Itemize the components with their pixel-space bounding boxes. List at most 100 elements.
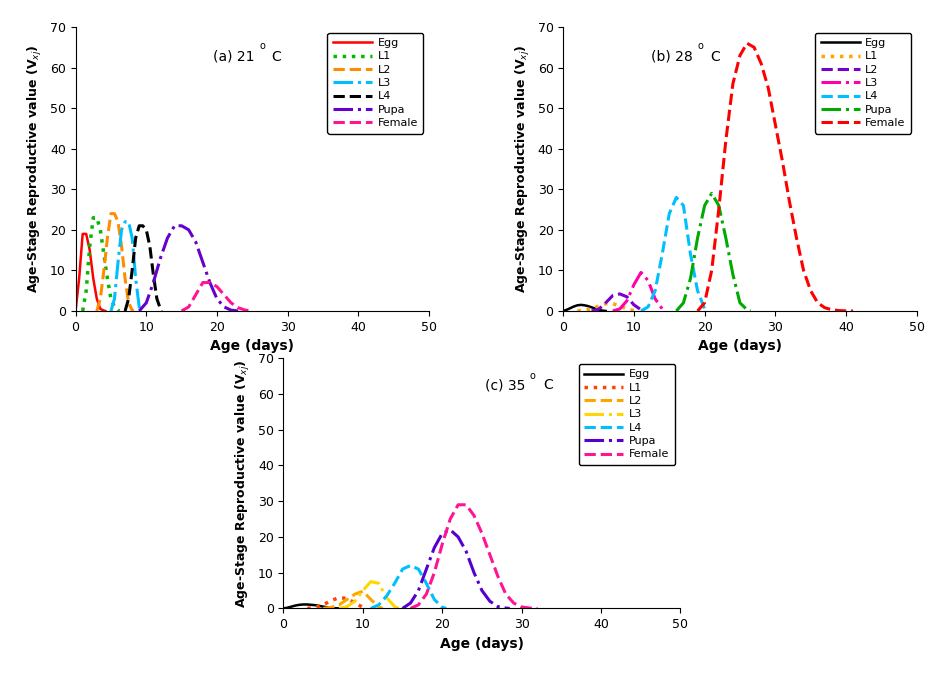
L2 [585,307,597,315]
Egg [565,304,576,312]
X-axis label: Age (days): Age (days) [211,339,294,354]
L2 [317,604,329,612]
L1 [112,306,124,314]
Pupa [468,569,480,577]
Female [790,234,801,242]
Pupa [141,299,152,307]
L3 [364,577,376,585]
L4 [404,562,415,570]
L2 [91,307,102,315]
L1 [578,306,589,314]
Egg [91,295,102,303]
L3 [380,594,392,602]
Egg [578,301,589,310]
Line: Pupa: Pupa [402,530,509,608]
L1 [94,226,106,234]
Pupa [226,306,237,314]
L4 [373,601,384,609]
L3 [126,234,138,242]
Line: L4: L4 [640,197,707,311]
L1 [325,596,336,604]
Egg [294,601,305,609]
L2 [112,218,124,226]
Female [483,551,495,559]
Female [727,80,738,88]
Pupa [677,299,688,307]
L3 [373,579,384,587]
Egg [571,301,582,310]
L3 [333,604,345,612]
L4 [380,592,392,600]
Text: o: o [697,41,702,51]
L3 [116,226,127,234]
Pupa [727,270,738,279]
Legend: Egg, L1, L2, L3, L4, Pupa, Female: Egg, L1, L2, L3, L4, Pupa, Female [579,364,674,465]
Line: L4: L4 [125,226,161,311]
Line: Egg: Egg [563,305,605,311]
L1 [333,594,345,602]
L2 [98,266,110,274]
Female [839,307,851,315]
L4 [634,307,646,315]
X-axis label: Age (days): Age (days) [698,339,781,354]
Pupa [452,533,464,541]
Female [460,501,471,509]
Egg [582,302,593,310]
Pupa [420,565,431,573]
Pupa [691,234,702,242]
Pupa [436,529,447,537]
L2 [373,603,384,611]
L4 [389,579,400,587]
L3 [123,218,134,226]
L2 [606,291,617,299]
L1 [361,604,372,612]
Egg [80,230,92,238]
L1 [310,603,321,611]
L4 [130,234,142,242]
Female [691,307,702,315]
L1 [301,604,312,612]
Pupa [499,604,511,612]
L4 [699,305,710,313]
Line: L2: L2 [323,592,382,608]
Y-axis label: Age-Stage Reproductive value (V$_{xj}$): Age-Stage Reproductive value (V$_{xj}$) [234,359,252,608]
Pupa [133,307,144,315]
Pupa [719,234,731,242]
Egg [281,604,293,612]
Egg [301,600,312,608]
Female [748,43,759,51]
L4 [137,222,148,230]
L3 [620,297,632,305]
L4 [144,242,156,250]
Female [190,291,201,299]
L4 [133,222,144,230]
L4 [440,604,451,612]
Female [452,501,464,509]
L4 [155,305,166,313]
L1 [102,274,113,283]
L1 [571,307,582,315]
L4 [701,307,713,315]
L2 [119,274,130,283]
L2 [325,603,336,611]
Y-axis label: Age-Stage Reproductive value (V$_{xj}$): Age-Stage Reproductive value (V$_{xj}$) [514,45,531,293]
L2 [614,290,625,298]
Female [847,307,858,315]
L2 [126,306,138,314]
Pupa [483,597,495,605]
Egg [585,304,597,312]
L1 [84,242,95,250]
Pupa [733,299,745,307]
Female [183,303,194,311]
Egg [313,602,325,610]
Female [413,601,424,609]
L3 [133,303,144,311]
L4 [691,287,702,295]
Female [499,590,511,598]
L4 [147,270,159,279]
Line: L3: L3 [110,222,141,311]
L2 [102,234,113,242]
L2 [377,604,388,612]
Female [218,291,229,299]
Female [754,59,766,68]
